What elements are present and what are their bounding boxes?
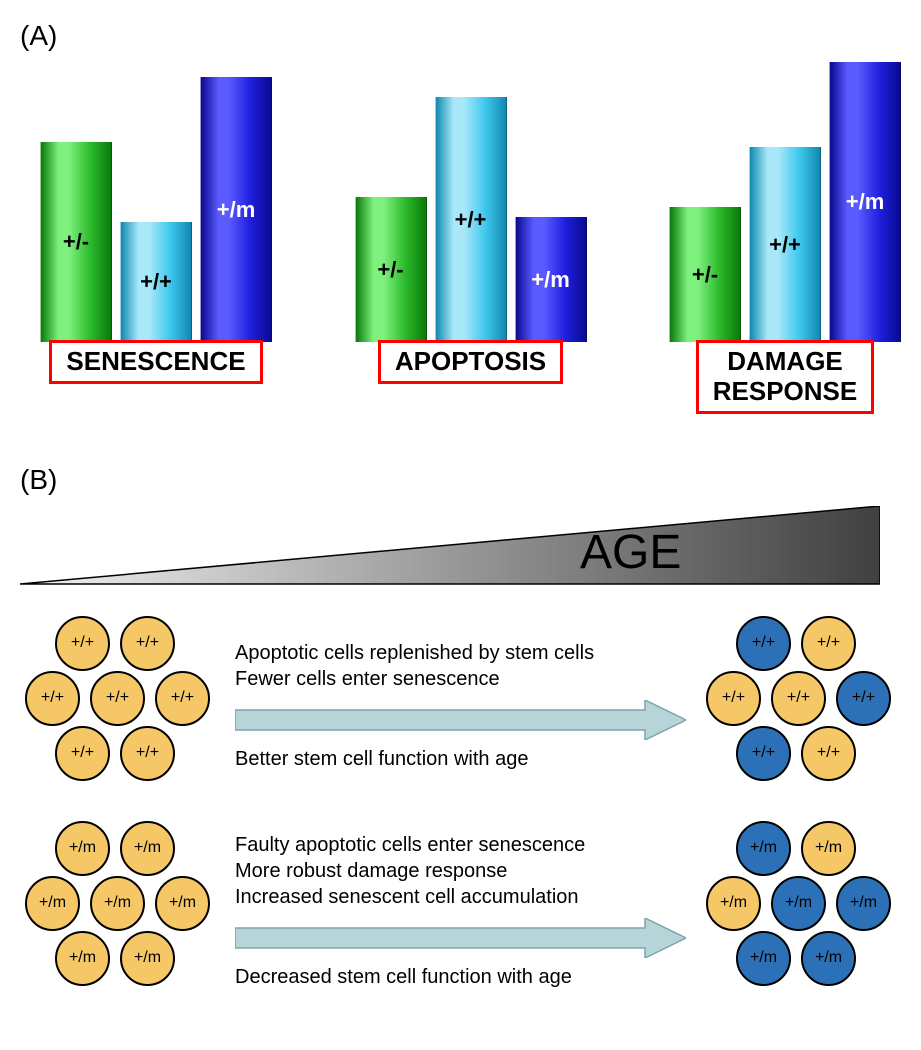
- cell: +/+: [155, 671, 210, 726]
- bar: +/m: [200, 77, 272, 342]
- populations-container: +/++/++/++/++/++/++/+Apoptotic cells rep…: [20, 616, 901, 1001]
- description-top: Apoptotic cells replenished by stem cell…: [235, 640, 686, 692]
- cell: +/m: [90, 876, 145, 931]
- cell: +/m: [55, 931, 110, 986]
- bar: +/+: [749, 147, 821, 342]
- cell: +/+: [706, 671, 761, 726]
- cell: +/+: [801, 616, 856, 671]
- cell-cluster: +/m+/m+/m+/m+/m+/m+/m: [701, 821, 901, 1001]
- cell: +/m: [120, 931, 175, 986]
- cell: +/+: [25, 671, 80, 726]
- chart-group: +/-+/++/mSENESCENCE: [40, 62, 272, 414]
- population-row: +/++/++/++/++/++/++/+Apoptotic cells rep…: [20, 616, 901, 796]
- cell: +/m: [736, 821, 791, 876]
- cell-cluster: +/m+/m+/m+/m+/m+/m+/m: [20, 821, 220, 1001]
- arrow-icon: [235, 918, 686, 958]
- cell: +/+: [736, 616, 791, 671]
- bar: +/+: [120, 222, 192, 342]
- cell: +/m: [836, 876, 891, 931]
- age-label: AGE: [580, 526, 681, 579]
- cell-cluster: +/++/++/++/++/++/++/+: [20, 616, 220, 796]
- description-top: Faulty apoptotic cells enter senescenceM…: [235, 832, 686, 910]
- cell: +/m: [155, 876, 210, 931]
- group-label: SENESCENCE: [49, 340, 262, 384]
- cell: +/+: [771, 671, 826, 726]
- panel-a-label: (A): [20, 20, 901, 52]
- population-description: Faulty apoptotic cells enter senescenceM…: [235, 826, 686, 996]
- cell: +/m: [706, 876, 761, 931]
- cell: +/+: [55, 726, 110, 781]
- bar: +/-: [669, 207, 741, 342]
- bar-chart-row: +/-+/++/mSENESCENCE+/-+/++/mAPOPTOSIS+/-…: [40, 62, 901, 414]
- cell: +/m: [771, 876, 826, 931]
- cell: +/+: [801, 726, 856, 781]
- panel-b: (B) AGE +/++/++/++/++/++/++/+Apoptotic c…: [20, 464, 901, 1001]
- cell: +/+: [120, 616, 175, 671]
- population-description: Apoptotic cells replenished by stem cell…: [235, 621, 686, 791]
- panel-b-label: (B): [20, 464, 901, 496]
- cell: +/+: [55, 616, 110, 671]
- panel-a: (A) +/-+/++/mSENESCENCE+/-+/++/mAPOPTOSI…: [20, 20, 901, 414]
- cell: +/+: [120, 726, 175, 781]
- bar: +/m: [829, 62, 901, 342]
- bar: +/m: [515, 217, 587, 342]
- bar: +/-: [355, 197, 427, 342]
- cell: +/m: [25, 876, 80, 931]
- group-label: APOPTOSIS: [378, 340, 563, 384]
- population-row: +/m+/m+/m+/m+/m+/m+/mFaulty apoptotic ce…: [20, 821, 901, 1001]
- arrow-icon: [235, 700, 686, 740]
- chart-group: +/-+/++/mDAMAGERESPONSE: [669, 62, 901, 414]
- cell: +/m: [55, 821, 110, 876]
- cell: +/+: [736, 726, 791, 781]
- age-triangle: AGE: [20, 506, 901, 591]
- cell: +/m: [801, 821, 856, 876]
- cell-cluster: +/++/++/++/++/++/++/+: [701, 616, 901, 796]
- cell: +/m: [801, 931, 856, 986]
- cell: +/+: [836, 671, 891, 726]
- description-bottom: Better stem cell function with age: [235, 746, 686, 772]
- group-label: DAMAGERESPONSE: [696, 340, 875, 414]
- description-bottom: Decreased stem cell function with age: [235, 964, 686, 990]
- bar: +/+: [435, 97, 507, 342]
- bar: +/-: [40, 142, 112, 342]
- cell: +/m: [120, 821, 175, 876]
- cell: +/m: [736, 931, 791, 986]
- cell: +/+: [90, 671, 145, 726]
- chart-group: +/-+/++/mAPOPTOSIS: [355, 62, 587, 414]
